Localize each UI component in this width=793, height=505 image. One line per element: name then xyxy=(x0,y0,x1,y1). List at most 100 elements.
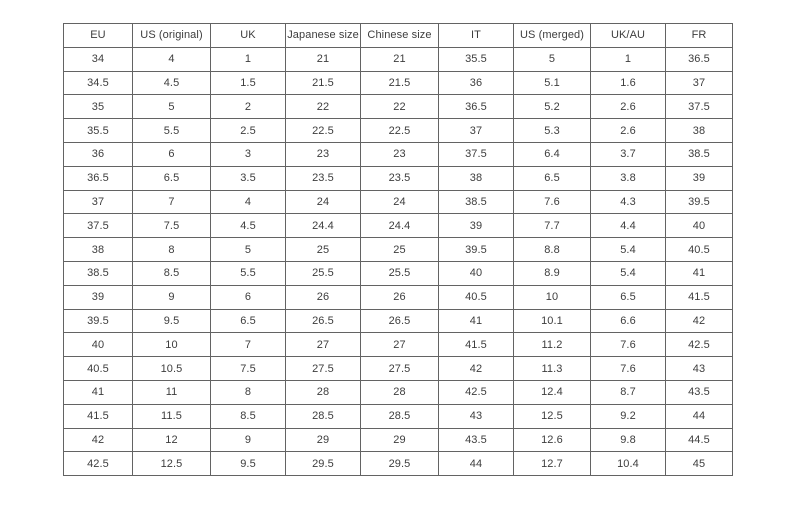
table-cell: 28.5 xyxy=(360,403,439,429)
table-cell: 25 xyxy=(360,237,439,262)
table-cell: 7 xyxy=(210,332,286,358)
table-cell: 10.1 xyxy=(513,308,591,334)
table-cell: 24 xyxy=(360,189,439,215)
table-cell: 38 xyxy=(438,165,514,191)
table-cell: 42 xyxy=(665,308,733,334)
table-cell: 39.5 xyxy=(438,237,514,262)
table-cell: 4.5 xyxy=(132,70,211,96)
table-body: 34 4 1 21 21 35.5 5 1 36.5 34.5 4.5 1.5 21.5 21.5 36 5.… xyxy=(63,46,733,477)
table-cell: 11.2 xyxy=(513,332,591,358)
table-cell: 23.5 xyxy=(360,165,439,191)
table-cell: 36 xyxy=(438,70,514,96)
table-cell: 12.5 xyxy=(513,403,591,429)
table-cell: 34 xyxy=(63,46,133,72)
table-cell: 7.6 xyxy=(590,332,666,358)
table-cell: 12.7 xyxy=(513,451,591,477)
table-row: 42.5 12.5 9.5 29.5 29.5 44 12.7 10.4 45 xyxy=(63,451,733,477)
table-cell: 45 xyxy=(665,451,733,477)
table-cell: 9.8 xyxy=(590,427,666,453)
table-cell: 9 xyxy=(210,427,286,453)
table-cell: 5.4 xyxy=(590,237,666,262)
table-cell: 27.5 xyxy=(360,356,439,381)
column-header: Chinese size xyxy=(360,23,439,48)
table-row: 37 7 4 24 24 38.5 7.6 4.3 39.5 xyxy=(63,189,733,215)
table-row: 42 12 9 29 29 43.5 12.6 9.8 44.5 xyxy=(63,427,733,453)
table-row: 41 11 8 28 28 42.5 12.4 8.7 43.5 xyxy=(63,379,733,405)
table-cell: 7.6 xyxy=(590,356,666,381)
table-cell: 1 xyxy=(590,46,666,72)
table-cell: 24 xyxy=(285,189,361,215)
table-cell: 40 xyxy=(665,213,733,239)
table-cell: 6.5 xyxy=(513,165,591,191)
table-cell: 8.8 xyxy=(513,237,591,262)
table-cell: 40.5 xyxy=(438,284,514,310)
table-cell: 24.4 xyxy=(360,213,439,239)
table-cell: 26.5 xyxy=(360,308,439,334)
table-cell: 4.5 xyxy=(210,213,286,239)
table-cell: 37 xyxy=(665,70,733,96)
table-row: 34.5 4.5 1.5 21.5 21.5 36 5.1 1.6 37 xyxy=(63,70,733,96)
table-cell: 10.5 xyxy=(132,356,211,381)
table-cell: 29 xyxy=(360,427,439,453)
column-header: UK xyxy=(210,23,286,48)
table-cell: 35.5 xyxy=(63,118,133,143)
table-cell: 42 xyxy=(63,427,133,453)
table-row: 36.5 6.5 3.5 23.5 23.5 38 6.5 3.8 39 xyxy=(63,165,733,191)
table-cell: 40 xyxy=(438,260,514,286)
table-cell: 39 xyxy=(438,213,514,239)
table-cell: 37 xyxy=(438,118,514,143)
table-cell: 41 xyxy=(438,308,514,334)
table-cell: 6 xyxy=(210,284,286,310)
table-cell: 38 xyxy=(665,118,733,143)
table-cell: 3.8 xyxy=(590,165,666,191)
table-cell: 29.5 xyxy=(285,451,361,477)
column-header: Japanese size xyxy=(285,23,361,48)
table-cell: 23 xyxy=(360,141,439,167)
table-cell: 8.9 xyxy=(513,260,591,286)
table-row: 35.5 5.5 2.5 22.5 22.5 37 5.3 2.6 38 xyxy=(63,118,733,143)
table-cell: 35.5 xyxy=(438,46,514,72)
table-cell: 8.5 xyxy=(132,260,211,286)
table-cell: 7.6 xyxy=(513,189,591,215)
table-cell: 41 xyxy=(665,260,733,286)
table-row: 38 8 5 25 25 39.5 8.8 5.4 40.5 xyxy=(63,237,733,262)
table-cell: 1.5 xyxy=(210,70,286,96)
table-cell: 9.2 xyxy=(590,403,666,429)
column-header: US (original) xyxy=(132,23,211,48)
table-cell: 6.5 xyxy=(132,165,211,191)
table-cell: 3.5 xyxy=(210,165,286,191)
table-cell: 41 xyxy=(63,379,133,405)
table-cell: 7.7 xyxy=(513,213,591,239)
table-cell: 8 xyxy=(132,237,211,262)
table-cell: 2.6 xyxy=(590,94,666,120)
table-cell: 39 xyxy=(665,165,733,191)
table-cell: 26 xyxy=(360,284,439,310)
table-cell: 28.5 xyxy=(285,403,361,429)
table-cell: 3 xyxy=(210,141,286,167)
table-cell: 36.5 xyxy=(665,46,733,72)
table-cell: 43.5 xyxy=(438,427,514,453)
table-cell: 26.5 xyxy=(285,308,361,334)
table-cell: 5.3 xyxy=(513,118,591,143)
table-cell: 5.5 xyxy=(132,118,211,143)
table-cell: 38.5 xyxy=(438,189,514,215)
table-cell: 21 xyxy=(285,46,361,72)
table-cell: 22.5 xyxy=(360,118,439,143)
table-cell: 38.5 xyxy=(63,260,133,286)
table-cell: 1 xyxy=(210,46,286,72)
table-cell: 22 xyxy=(285,94,361,120)
table-cell: 8.5 xyxy=(210,403,286,429)
table-cell: 11 xyxy=(132,379,211,405)
table-cell: 9.5 xyxy=(132,308,211,334)
table-cell: 43 xyxy=(438,403,514,429)
table-cell: 29.5 xyxy=(360,451,439,477)
table-cell: 5.5 xyxy=(210,260,286,286)
table-cell: 5.2 xyxy=(513,94,591,120)
table-row: 39.5 9.5 6.5 26.5 26.5 41 10.1 6.6 42 xyxy=(63,308,733,334)
table-cell: 37.5 xyxy=(438,141,514,167)
table-cell: 40.5 xyxy=(665,237,733,262)
column-header: US (merged) xyxy=(513,23,591,48)
table-row: 40.5 10.5 7.5 27.5 27.5 42 11.3 7.6 43 xyxy=(63,356,733,381)
table-cell: 28 xyxy=(360,379,439,405)
table-cell: 26 xyxy=(285,284,361,310)
